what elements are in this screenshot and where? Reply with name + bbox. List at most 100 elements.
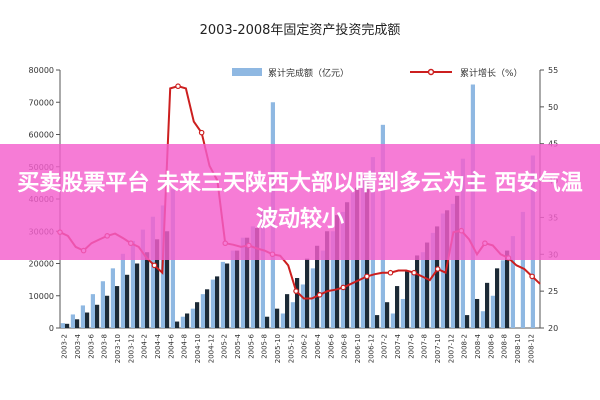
bar-cumulative-dark xyxy=(145,252,150,328)
growth-line-point xyxy=(529,273,535,280)
y-left-tick-label: 0 xyxy=(49,324,54,333)
growth-line-point xyxy=(434,266,441,272)
bar-cumulative-dark xyxy=(275,308,280,328)
x-tick-label: 2005-10 xyxy=(274,334,282,363)
x-tick-label: 2004-10 xyxy=(194,334,202,363)
bar-cumulative-light xyxy=(130,240,135,328)
bar-cumulative-dark xyxy=(65,323,70,328)
bar-cumulative-dark xyxy=(205,289,210,328)
x-tick-label: 2008-6 xyxy=(487,333,495,358)
bar-cumulative-dark xyxy=(505,250,510,328)
x-tick-label: 2008-8 xyxy=(501,334,509,359)
bar-cumulative-dark xyxy=(165,231,170,328)
bar-cumulative-dark xyxy=(155,239,160,328)
bar-cumulative-light xyxy=(220,261,225,328)
y-left-tick-label: 20000 xyxy=(29,260,54,269)
x-tick-label: 2007-12 xyxy=(447,334,455,363)
x-tick-label: 2007-8 xyxy=(421,334,429,359)
bar-cumulative-light xyxy=(70,314,75,328)
bar-cumulative-dark xyxy=(135,263,140,328)
x-tick-label: 2005-4 xyxy=(234,333,242,358)
bar-cumulative-dark xyxy=(75,319,80,328)
bar-cumulative-dark xyxy=(115,286,120,328)
y-right-tick-label: 25 xyxy=(548,287,558,296)
x-tick-label: 2006-2 xyxy=(301,334,309,359)
bar-cumulative-dark xyxy=(125,274,130,328)
x-tick-label: 2008-12 xyxy=(527,334,535,363)
bar-cumulative-light xyxy=(80,305,85,328)
x-tick-label: 2006-4 xyxy=(314,333,322,358)
bar-cumulative-light xyxy=(510,236,515,328)
bar-cumulative-light xyxy=(60,323,65,328)
growth-line-point xyxy=(387,269,394,276)
bar-cumulative-light xyxy=(180,316,185,328)
x-tick-labels: 2003-2 2003-4 2003-6 2003-8 2003-10 2003-12 20… xyxy=(61,333,536,363)
bar-cumulative-light xyxy=(320,250,325,328)
x-tick-label: 2008-4 xyxy=(474,333,482,358)
bar-cumulative-dark xyxy=(425,242,430,328)
x-tick-label: 2007-10 xyxy=(434,334,442,363)
x-tick-label: 2004-6 xyxy=(167,333,175,358)
bar-cumulative-dark xyxy=(415,255,420,328)
bar-cumulative-dark xyxy=(495,268,500,328)
x-tick-label: 2005-8 xyxy=(261,334,269,359)
bar-cumulative-dark xyxy=(455,195,460,328)
bar-cumulative-light xyxy=(260,210,265,328)
bar-cumulative-light xyxy=(500,260,505,328)
bar-cumulative-dark xyxy=(485,282,490,328)
bar-cumulative-light xyxy=(150,216,155,328)
growth-line-point xyxy=(316,292,323,298)
y-left-tick-label: 60000 xyxy=(29,131,54,140)
x-tick-label: 2004-12 xyxy=(207,334,215,363)
bar-cumulative-dark xyxy=(475,298,480,328)
bar-cumulative-dark xyxy=(465,315,470,328)
overlay-banner-text: 买卖股票平台 未来三天陕西大部以晴到多云为主 西安气温波动较小 xyxy=(17,171,583,232)
bar-cumulative-dark xyxy=(215,276,220,328)
bar-cumulative-dark xyxy=(175,321,180,328)
bar-cumulative-light xyxy=(140,229,145,328)
bar-cumulative-light xyxy=(300,284,305,328)
bar-cumulative-light xyxy=(190,308,195,328)
bar-cumulative-light xyxy=(290,302,295,328)
x-tick-label: 2007-2 xyxy=(381,334,389,359)
x-tick-label: 2006-8 xyxy=(341,334,349,359)
chart-title: 2003-2008年固定资产投资完成额 xyxy=(200,22,401,38)
bar-cumulative-dark xyxy=(225,263,230,328)
y-right-tick-label: 20 xyxy=(548,324,558,333)
bar-cumulative-dark xyxy=(245,237,250,328)
bar-cumulative-light xyxy=(480,311,485,328)
x-tick-label: 2003-10 xyxy=(114,334,122,363)
bar-cumulative-dark xyxy=(325,231,330,328)
x-tick-label: 2008-2 xyxy=(461,334,469,359)
bar-cumulative-light xyxy=(120,253,125,328)
x-tick-label: 2003-2 xyxy=(61,334,69,359)
bar-cumulative-light xyxy=(210,279,215,328)
legend-bar-label: 累计完成额（亿元） xyxy=(268,67,349,79)
y-left-tick-label: 10000 xyxy=(29,292,54,301)
bar-cumulative-light xyxy=(90,294,95,328)
growth-line-point xyxy=(151,262,158,269)
y-left-tick-label: 70000 xyxy=(29,98,54,107)
growth-line-point xyxy=(411,269,417,276)
legend-line-marker xyxy=(427,68,435,76)
bar-cumulative-light xyxy=(350,192,355,328)
bar-cumulative-light xyxy=(450,203,455,328)
bar-cumulative-dark xyxy=(95,304,100,328)
chart-legend: 累计完成额（亿元） 累计增长（%） xyxy=(232,67,523,79)
x-tick-label: 2008-10 xyxy=(514,334,522,363)
bar-cumulative-dark xyxy=(295,278,300,328)
bar-cumulative-light xyxy=(420,252,425,328)
bar-cumulative-light xyxy=(340,211,345,328)
bar-cumulative-dark xyxy=(85,312,90,328)
bar-cumulative-light xyxy=(410,271,415,328)
bar-cumulative-dark xyxy=(315,245,320,328)
bar-cumulative-light xyxy=(490,295,495,328)
x-tick-label: 2003-4 xyxy=(74,333,82,358)
y-left-tick-label: 80000 xyxy=(29,66,54,75)
bar-cumulative-light xyxy=(250,226,255,328)
bar-cumulative-light xyxy=(280,313,285,328)
bar-cumulative-dark xyxy=(185,313,190,328)
x-tick-label: 2005-12 xyxy=(287,334,295,363)
bar-cumulative-light xyxy=(100,281,105,328)
